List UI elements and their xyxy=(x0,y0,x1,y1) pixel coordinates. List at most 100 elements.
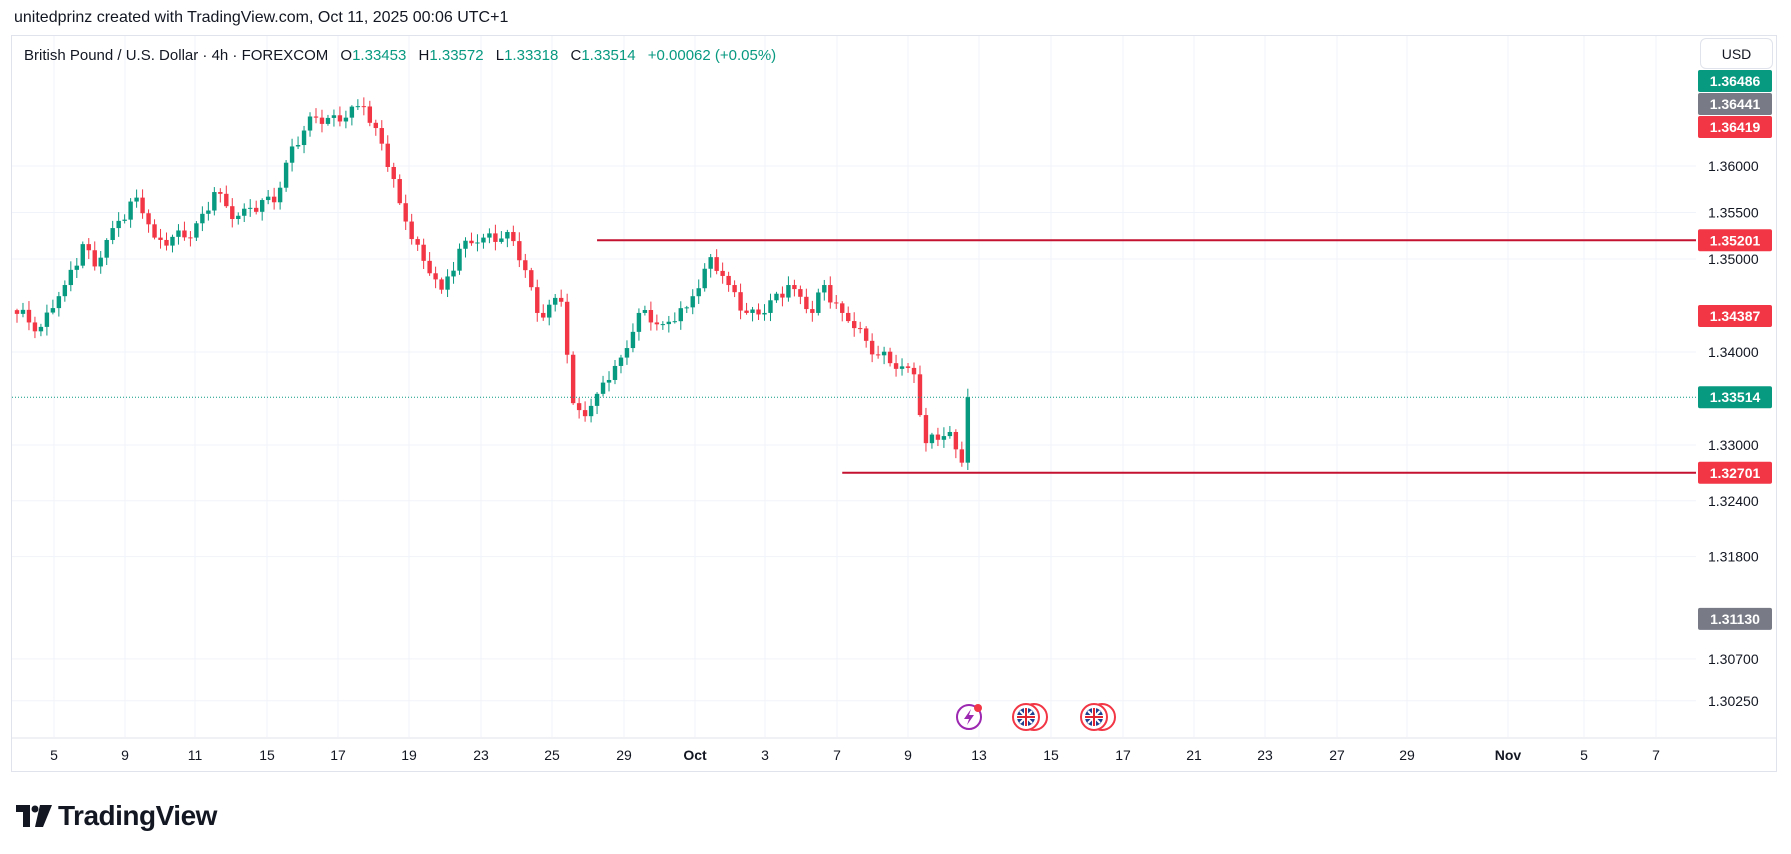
candle-body xyxy=(218,192,223,194)
time-tick-label: 15 xyxy=(1043,747,1059,763)
high-label: H xyxy=(418,47,430,64)
candle-body xyxy=(122,219,127,221)
candle-body xyxy=(660,324,666,326)
time-tick-label: 23 xyxy=(473,747,489,763)
lightning-icon[interactable] xyxy=(956,704,982,730)
candle-body xyxy=(20,309,26,314)
candle-body xyxy=(50,308,56,313)
candle-body xyxy=(750,309,755,313)
candle-body xyxy=(499,238,504,242)
price-tag-bg xyxy=(1698,93,1772,116)
candle-body xyxy=(236,215,241,220)
candle-body xyxy=(612,365,618,380)
candle-body xyxy=(158,237,163,240)
candle-body xyxy=(134,197,139,202)
candle-body xyxy=(349,106,355,118)
candle-body xyxy=(385,143,390,167)
price-tick-label: 1.30700 xyxy=(1708,651,1759,667)
candle-body xyxy=(529,270,534,288)
candle-body xyxy=(553,297,558,305)
candle-body xyxy=(852,321,857,329)
candle-body xyxy=(630,331,636,349)
candle-body xyxy=(62,285,68,297)
time-tick-label: Nov xyxy=(1495,747,1522,763)
candle-body xyxy=(947,431,953,437)
candle-body xyxy=(953,431,959,450)
candle-body xyxy=(194,223,199,238)
symbol-title[interactable]: British Pound / U.S. Dollar · 4h · FOREX… xyxy=(24,47,329,64)
candle-body xyxy=(325,117,331,124)
candle-body xyxy=(487,233,492,238)
candle-body xyxy=(481,237,486,243)
candle-body xyxy=(965,397,971,463)
uk-flag-icon[interactable] xyxy=(1012,703,1048,731)
time-tick-label: 5 xyxy=(50,747,58,763)
candle-body xyxy=(427,260,432,274)
candle-body xyxy=(224,193,229,207)
candle-body xyxy=(445,276,450,290)
candle-body xyxy=(391,166,396,180)
candle-body xyxy=(26,309,32,323)
candle-body xyxy=(74,265,79,270)
price-tick-label: 1.34000 xyxy=(1708,344,1759,360)
candle-body xyxy=(588,405,594,417)
time-tick-label: 17 xyxy=(330,747,346,763)
candle-body xyxy=(265,196,271,201)
time-tick-label: 9 xyxy=(904,747,912,763)
candle-body xyxy=(254,207,259,212)
candle-body xyxy=(86,244,91,251)
candle-body xyxy=(714,257,719,271)
candle-body xyxy=(32,322,38,332)
candle-body xyxy=(439,279,444,290)
time-tick-label: 3 xyxy=(761,747,769,763)
candle-body xyxy=(547,304,552,318)
time-tick-label: 13 xyxy=(971,747,987,763)
candle-body xyxy=(80,244,85,266)
candle-body xyxy=(606,379,612,383)
candle-body xyxy=(935,434,941,440)
price-tag-bg xyxy=(1698,116,1772,139)
price-tick-label: 1.33000 xyxy=(1708,437,1759,453)
candle-body xyxy=(301,130,307,146)
chart-frame xyxy=(11,35,1777,772)
candle-body xyxy=(379,128,384,144)
candle-body xyxy=(469,240,474,244)
candle-body xyxy=(678,308,683,322)
candle-body xyxy=(373,122,378,129)
candle-body xyxy=(457,248,462,271)
candle-body xyxy=(421,244,426,261)
candle-body xyxy=(917,374,923,416)
candle-body xyxy=(893,363,899,369)
candle-body xyxy=(834,302,839,304)
line-price-tag-bg xyxy=(1698,461,1772,484)
candle-body xyxy=(475,242,480,244)
uk-flag-icon[interactable] xyxy=(1080,703,1116,731)
candle-body xyxy=(726,275,731,286)
currency-button[interactable]: USD xyxy=(1700,38,1773,69)
price-tick-label: 1.31800 xyxy=(1708,549,1759,565)
candle-body xyxy=(744,310,749,313)
candle-body xyxy=(116,220,121,229)
candle-body xyxy=(756,309,761,315)
candle-body xyxy=(415,239,420,245)
candle-body xyxy=(313,116,319,118)
candle-body xyxy=(558,297,564,302)
candle-body xyxy=(624,348,630,358)
candle-body xyxy=(762,312,767,315)
time-tick-label: 7 xyxy=(833,747,841,763)
candle-body xyxy=(570,354,576,404)
candle-body xyxy=(367,106,373,123)
candle-body xyxy=(451,270,456,277)
candle-body xyxy=(212,192,217,211)
price-tick-label: 1.35000 xyxy=(1708,251,1759,267)
candle-body xyxy=(600,382,606,394)
candle-body xyxy=(816,292,821,313)
candle-body xyxy=(259,200,265,212)
last-price-tag: 1.33514 xyxy=(1710,389,1761,405)
candle-body xyxy=(941,436,947,440)
tradingview-logo[interactable]: TradingView xyxy=(16,800,217,832)
candle-body xyxy=(828,285,833,303)
candle-body xyxy=(283,162,289,188)
low-value: 1.33318 xyxy=(504,47,559,64)
